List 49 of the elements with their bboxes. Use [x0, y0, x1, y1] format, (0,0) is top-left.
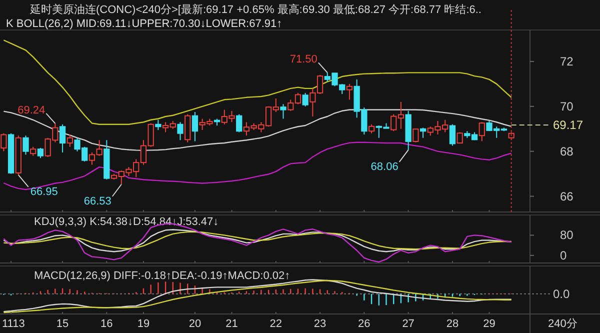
candlestick — [22, 135, 29, 156]
text: 240分 — [548, 318, 578, 330]
candlestick — [478, 122, 485, 142]
line-series — [3, 40, 512, 125]
y-tick-label: 70 — [560, 99, 574, 114]
candlestick — [420, 127, 426, 138]
candlestick — [155, 119, 162, 130]
ref-line-label: 69.17 — [553, 118, 584, 132]
candlestick — [412, 128, 419, 143]
candlestick — [0, 132, 7, 152]
chart-title: KDJ(9,3,3) K:54.38↓D:54.84↓J:53.47↓ — [34, 216, 219, 228]
ref-line-label: 0.0 — [553, 286, 570, 301]
x-tick-label: 23 — [314, 318, 326, 330]
y-tick-label: 72 — [560, 54, 574, 68]
candlestick — [37, 147, 44, 159]
y-tick-label: 0 — [560, 248, 567, 262]
candlestick — [280, 104, 286, 120]
y-tick-label: 68 — [560, 144, 574, 158]
candlestick — [236, 114, 242, 133]
x-tick-label: 16 — [100, 318, 113, 330]
y-tick-label: 80 — [560, 228, 574, 242]
candlestick — [456, 132, 463, 144]
annotation: 69.24 — [18, 104, 46, 116]
x-tick-label: 22 — [270, 318, 282, 330]
chart-subtitle: K BOLL(26,2) MID:69.11↓UPPER:70.30↓LOWER:67.91↑ — [6, 18, 282, 30]
x-tick-label: 1113 — [2, 318, 25, 330]
candlestick — [177, 122, 184, 141]
candlestick — [66, 134, 73, 148]
x-tick-label: 29 — [483, 318, 496, 330]
x-tick-label: 28 — [446, 318, 459, 330]
candlestick — [346, 83, 353, 100]
candlestick — [449, 124, 456, 146]
x-tick-label: 20 — [188, 318, 202, 330]
annotation: 66.53 — [84, 195, 112, 208]
chart-title: MACD(12,26,9) DIFF:-0.18↑DEA:-0.19↑MACD:0.02↑ — [34, 270, 290, 282]
chart-title: 延时美原油连(CONC)<240分>[最新:69.17 +0.65% 最高:69.30 最低:68.27 今开:68.77 昨结:6.. — [29, 3, 482, 16]
y-tick-label: 66 — [560, 189, 574, 204]
annotation: 71.50 — [290, 54, 318, 66]
annotation: 66.95 — [30, 186, 58, 198]
candlestick — [59, 124, 66, 153]
x-tick-label: 21 — [226, 318, 238, 330]
x-tick-label: 27 — [402, 318, 414, 330]
x-tick-label: 26 — [358, 318, 370, 330]
candlestick — [302, 92, 308, 107]
candlestick — [192, 112, 198, 142]
x-tick-label: 19 — [137, 318, 150, 330]
x-tick-label: 15 — [56, 318, 69, 330]
candlestick — [184, 114, 191, 143]
annotation: 68.06 — [370, 160, 398, 173]
